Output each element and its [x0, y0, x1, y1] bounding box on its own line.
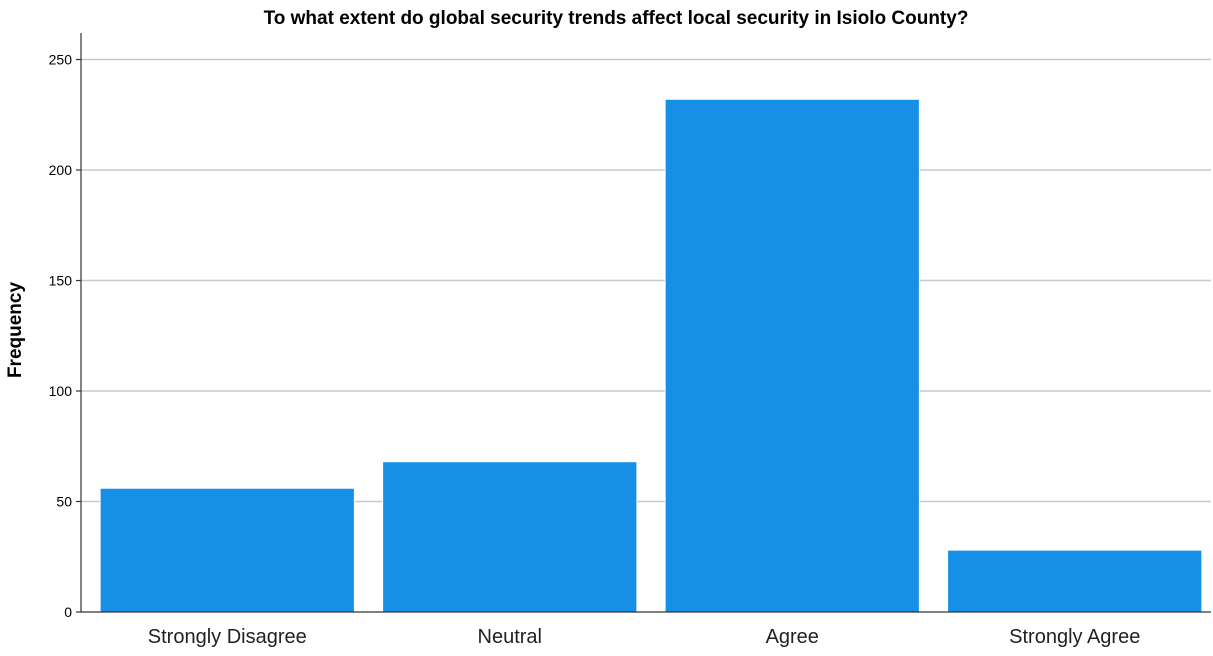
y-tick-label-5: 250: [49, 52, 73, 68]
x-tick-label-0: Strongly Disagree: [148, 626, 307, 648]
y-tick-labels: 0 50 100 150 200 250: [49, 52, 73, 620]
bar-strongly-agree: [947, 549, 1203, 613]
y-tick-label-2: 100: [49, 383, 73, 399]
axes: [76, 33, 1211, 613]
chart-title: To what extent do global security trends…: [264, 8, 969, 29]
gridlines: [81, 58, 1211, 503]
x-tick-label-3: Strongly Agree: [1009, 626, 1140, 648]
bar-agree: [664, 98, 920, 613]
x-tick-label-2: Agree: [766, 626, 819, 648]
bar-neutral: [382, 461, 638, 613]
bar-strongly-disagree: [99, 487, 355, 613]
x-tick-label-1: Neutral: [478, 626, 542, 648]
y-axis-label: Frequency: [5, 282, 26, 379]
y-tick-label-3: 150: [49, 273, 73, 289]
y-tick-label-4: 200: [49, 162, 73, 178]
bars: [99, 98, 1203, 613]
x-tick-labels: Strongly Disagree Neutral Agree Strongly Ag…: [148, 626, 1141, 648]
y-tick-label-1: 50: [56, 494, 72, 510]
y-tick-label-0: 0: [64, 604, 72, 620]
